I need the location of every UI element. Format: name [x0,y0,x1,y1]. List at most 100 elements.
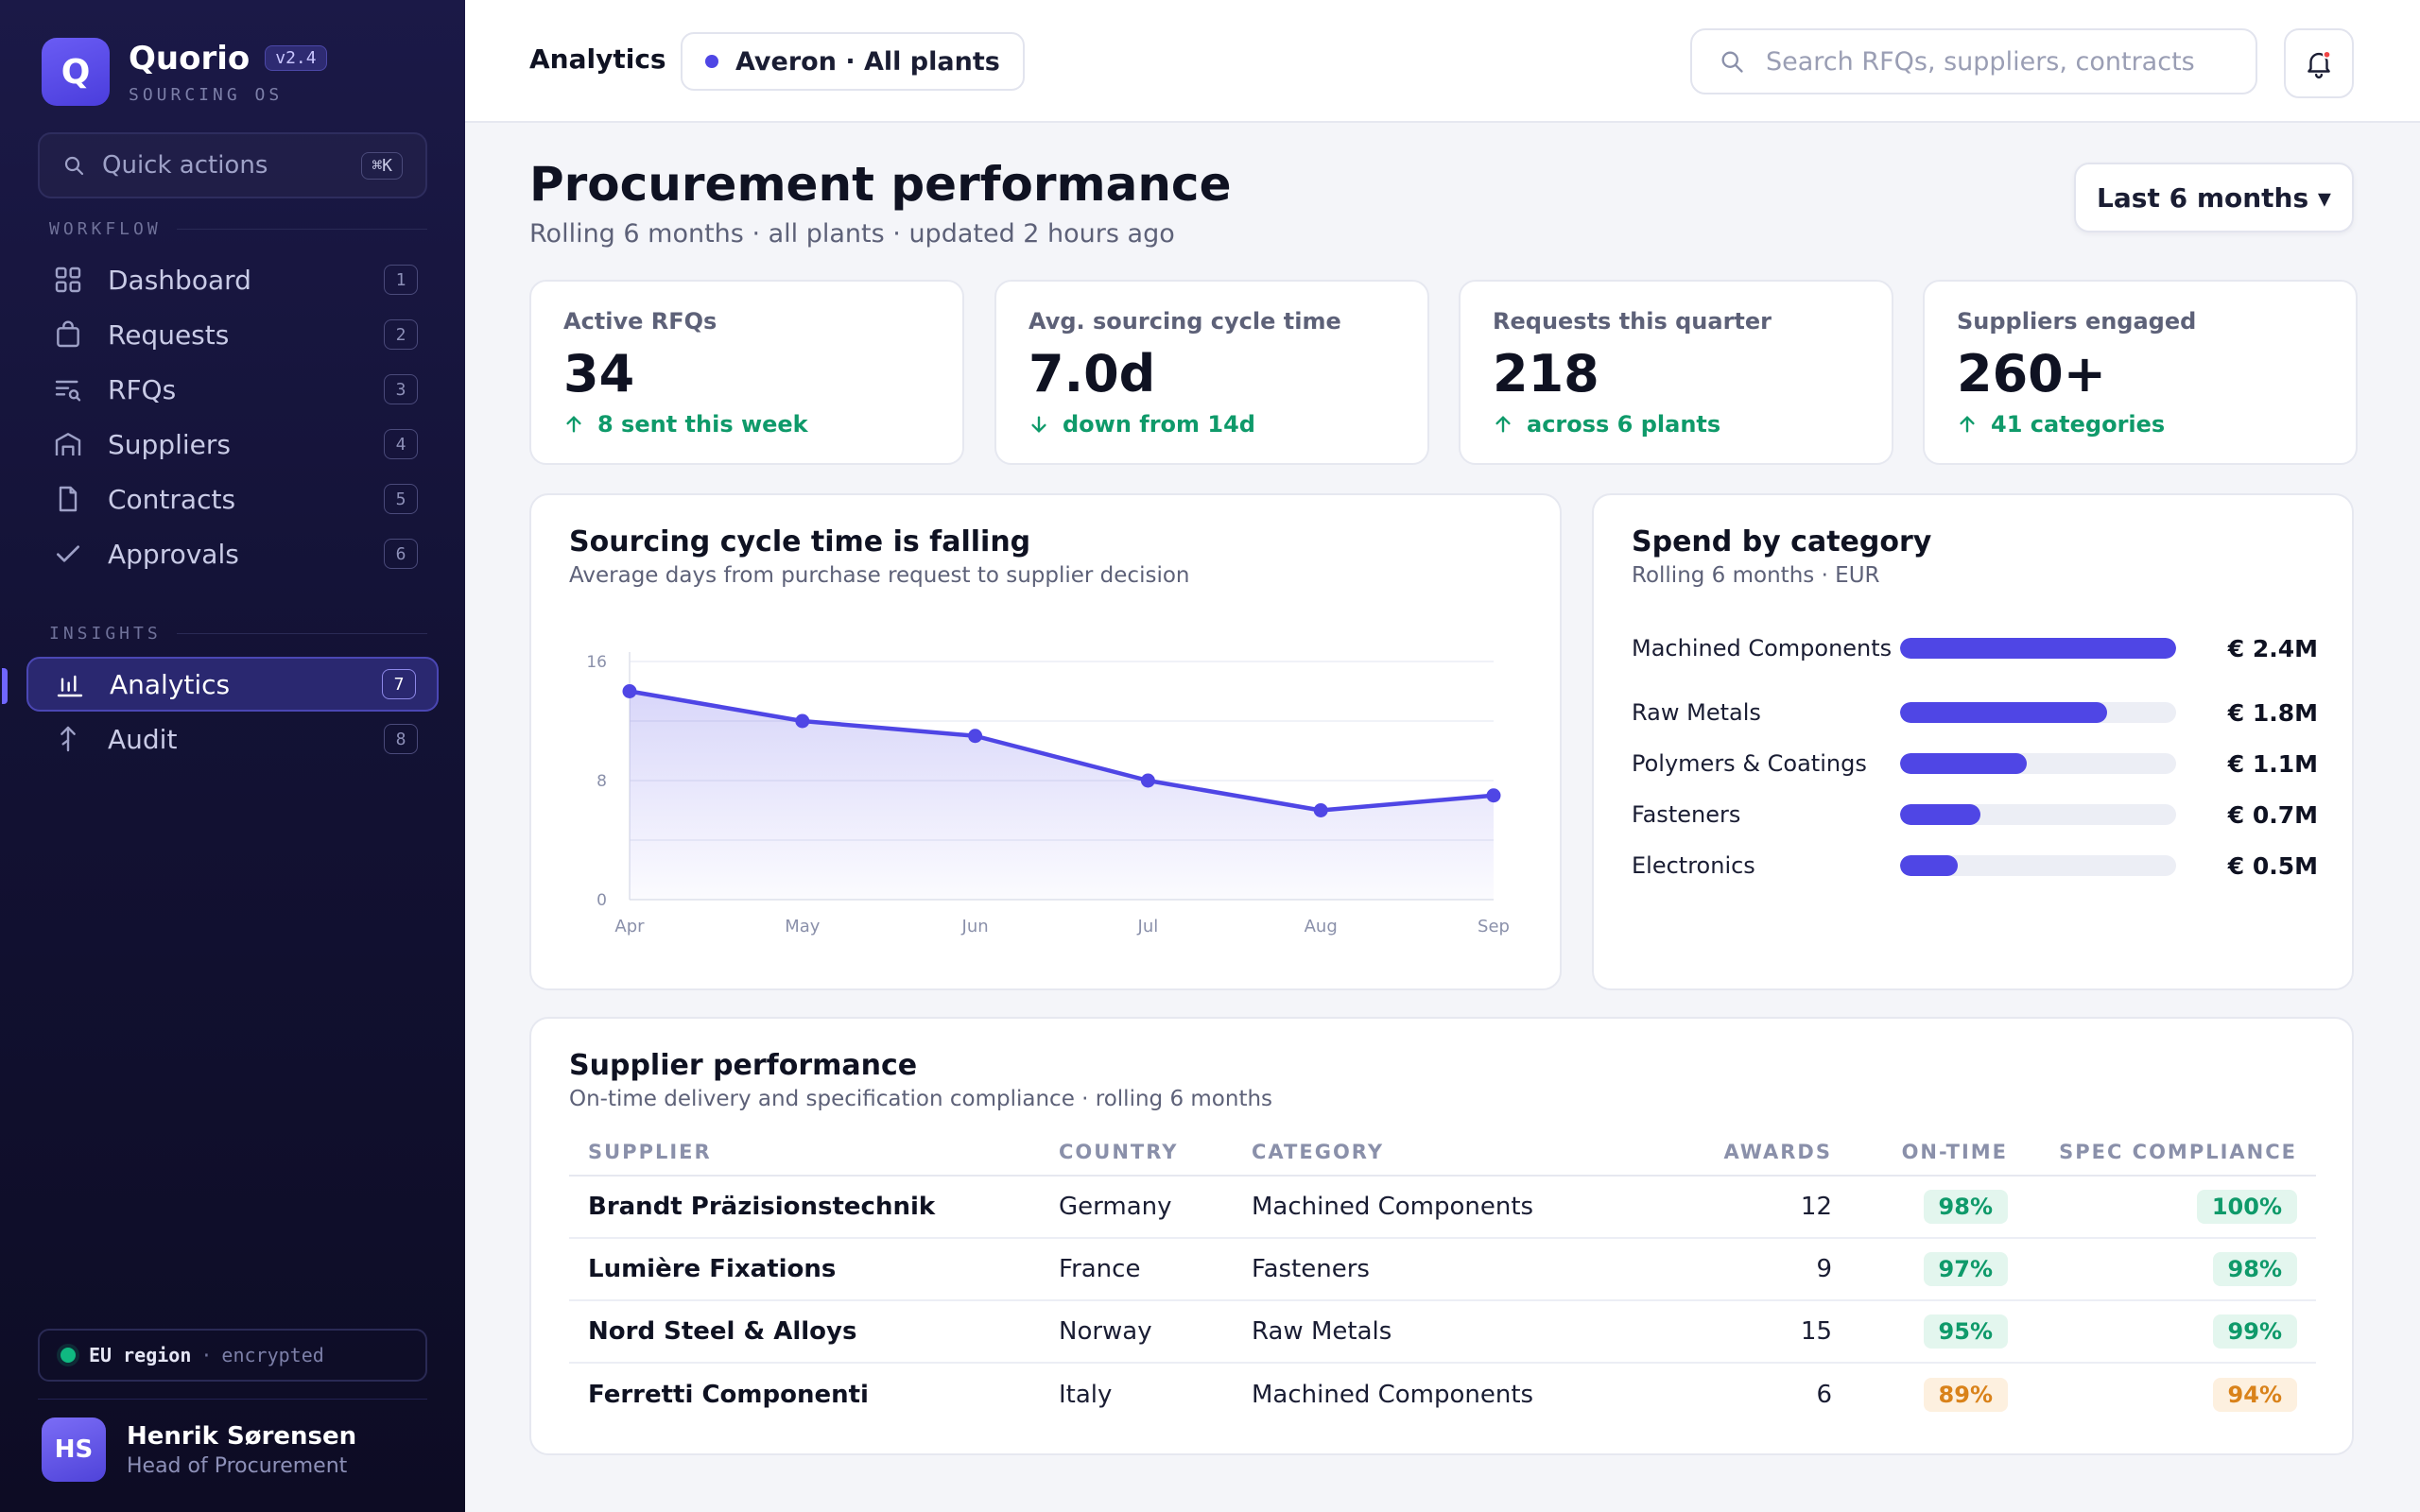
sidebar-item-requests[interactable]: Requests 2 [26,307,439,362]
user-profile[interactable]: HS Henrik Sørensen Head of Procurement [42,1418,356,1482]
search-icon [1721,51,1743,73]
kpi-delta: 8 sent this week [563,411,930,438]
spend-row[interactable]: Polymers & Coatings € 1.1M [1632,737,2318,790]
sidebar-item-contracts[interactable]: Contracts 5 [26,472,439,526]
quick-actions-button[interactable]: Quick actions ⌘K [38,132,427,198]
table-row[interactable]: Lumière Fixations France Fasteners 9 97% 98% [569,1238,2316,1301]
supplier-awards: 6 [1816,1380,1832,1409]
warehouse-icon [51,427,85,461]
breadcrumb: Analytics [529,43,666,75]
kpi-value: 218 [1493,344,1599,404]
spec-cell: 94% [2027,1363,2316,1425]
kpi-delta: 41 categories [1957,411,2324,438]
column-header-supplier[interactable]: SUPPLIER [569,1128,1040,1177]
kpi-card-cycle-time[interactable]: Avg. sourcing cycle time 7.0d down from … [994,280,1429,465]
x-tick-label: Jul [1137,917,1159,936]
sidebar-item-label: Audit [108,723,178,755]
kpi-card-suppliers[interactable]: Suppliers engaged 260+ 41 categories [1923,280,2358,465]
spend-bar-track [1900,804,2176,825]
search-input[interactable] [1766,46,2229,77]
spend-row[interactable]: Raw Metals € 1.8M [1632,686,2318,739]
kpi-delta: down from 14d [1028,411,1395,438]
sidebar-item-suppliers[interactable]: Suppliers 4 [26,417,439,472]
spend-row[interactable]: Electronics € 0.5M [1632,839,2318,892]
spend-row[interactable]: Fasteners € 0.7M [1632,788,2318,841]
page-title: Procurement performance [529,157,1232,212]
branch-icon [51,722,85,756]
region-name: EU region [89,1344,192,1366]
shortcut-number: 6 [384,539,418,569]
check-icon [51,537,85,571]
kpi-value: 260+ [1957,344,2106,404]
scope-label: Averon · All plants [735,46,1000,77]
y-tick-label: 8 [596,772,607,791]
supplier-name[interactable]: Nord Steel & Alloys [569,1300,1040,1364]
notifications-button[interactable] [2284,28,2354,98]
spend-category-label: Machined Components [1632,635,1893,662]
sidebar-item-audit[interactable]: Audit 8 [26,712,439,766]
kpi-card-requests[interactable]: Requests this quarter 218 across 6 plant… [1459,280,1893,465]
line-chart: 0 8 16 Apr May Jun Jul Aug Sep [586,652,1510,936]
supplier-name[interactable]: Lumière Fixations [569,1238,1040,1301]
chart-title: Sourcing cycle time is falling [569,525,1031,558]
global-search[interactable] [1690,28,2257,94]
kpi-delta-text: down from 14d [1063,411,1255,438]
grid-icon [51,263,85,297]
sidebar-item-analytics[interactable]: Analytics 7 [2,657,439,712]
spec-compliance-badge: 100% [2196,1190,2297,1224]
kpi-delta-text: 8 sent this week [597,411,808,438]
workflow-nav: Dashboard 1 Requests 2 RFQs 3 Suppliers … [26,252,439,581]
table-row[interactable]: Ferretti Componenti Italy Machined Compone… [569,1363,2316,1425]
table-title: Supplier performance [569,1049,918,1082]
kpi-label: Suppliers engaged [1957,308,2197,335]
supplier-name[interactable]: Brandt Präzisionstechnik [569,1176,1040,1239]
spend-bar-track [1900,753,2176,774]
column-header-awards[interactable]: AWARDS [1658,1128,1851,1177]
sidebar-item-label: Contracts [108,483,236,515]
data-point [795,713,810,729]
sidebar-item-approvals[interactable]: Approvals 6 [26,526,439,581]
supplier-country: Germany [1040,1176,1233,1239]
supplier-name[interactable]: Ferretti Componenti [588,1380,869,1409]
section-label-insights: INSIGHTS [49,624,427,644]
kpi-delta-text: 41 categories [1991,411,2166,438]
sidebar-item-label: Requests [108,318,230,351]
table-header-row: SUPPLIER COUNTRY CATEGORY AWARDS ON-TIME… [569,1128,2316,1177]
shortcut-number: 3 [384,374,418,404]
series-area [630,691,1494,900]
table-row[interactable]: Brandt Präzisionstechnik Germany Machined … [569,1176,2316,1239]
bar-chart-icon [53,667,87,701]
shortcut-number: 4 [384,429,418,459]
kpi-card-active-rfqs[interactable]: Active RFQs 34 8 sent this week [529,280,964,465]
shortcut-number: 1 [384,265,418,295]
spend-row[interactable]: Machined Components € 2.4M [1632,622,2318,675]
spend-category-label: Raw Metals [1632,699,1761,726]
spec-cell: 100% [2027,1176,2316,1239]
version-badge: v2.4 [265,45,327,71]
arrow-up-icon [1495,416,1511,433]
spend-bar-track [1900,638,2176,659]
supplier-category: Machined Components [1233,1176,1658,1239]
on-time-badge: 97% [1923,1252,2008,1286]
supplier-country: Norway [1040,1300,1233,1364]
shortcut-number: 2 [384,319,418,350]
spend-by-category-card: Spend by category Rolling 6 months · EUR… [1592,493,2354,990]
spend-bar-track [1900,702,2176,723]
sidebar-item-dashboard[interactable]: Dashboard 1 [26,252,439,307]
column-header-category[interactable]: CATEGORY [1233,1128,1658,1177]
brand[interactable]: Q Quorio v2.4 SOURCING OS [42,38,327,106]
column-header-country[interactable]: COUNTRY [1040,1128,1233,1177]
supplier-performance-card: Supplier performance On-time delivery an… [529,1017,2354,1455]
sidebar-item-label: Approvals [108,538,239,570]
on-time-cell: 95% [1851,1300,2027,1364]
spend-bar [1900,855,1958,876]
section-label-workflow: WORKFLOW [49,219,427,239]
column-header-on-time[interactable]: ON-TIME [1851,1128,2027,1177]
table-row[interactable]: Nord Steel & Alloys Norway Raw Metals 15 95%… [569,1300,2316,1364]
sidebar-item-rfqs[interactable]: RFQs 3 [26,362,439,417]
date-range-dropdown[interactable]: Last 6 months ▾ [2074,163,2354,232]
spend-category-label: Fasteners [1632,801,1741,828]
scope-selector[interactable]: Averon · All plants [681,32,1025,91]
column-header-spec-compliance[interactable]: SPEC COMPLIANCE [2027,1128,2316,1177]
spec-compliance-badge: 94% [2212,1377,2297,1412]
